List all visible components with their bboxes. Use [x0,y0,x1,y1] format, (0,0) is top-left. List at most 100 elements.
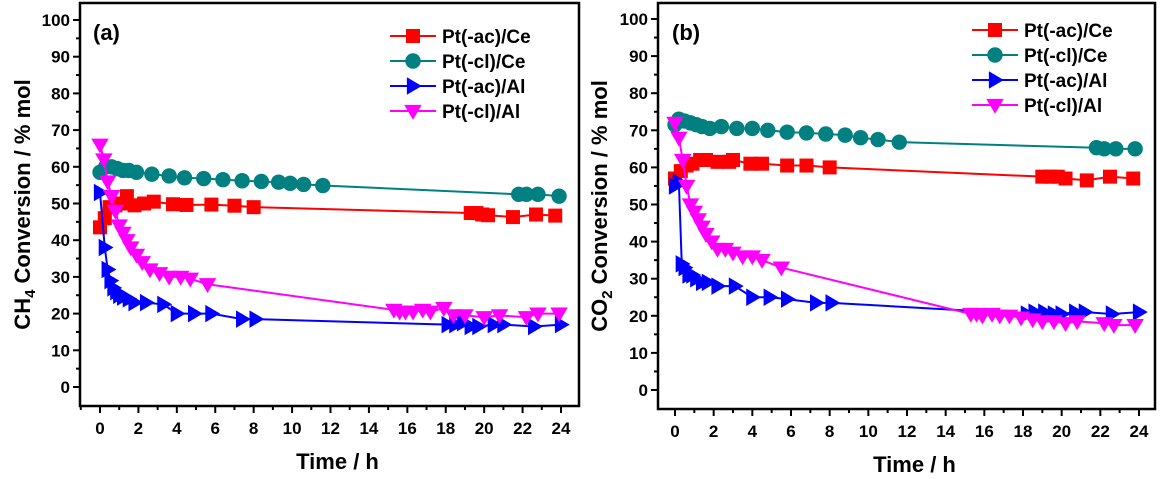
x-tick-label-b: 2 [709,422,718,441]
y-tick-label-b: 50 [629,196,648,215]
data-point [744,120,761,137]
data-point [673,153,692,169]
y-axis-title-b: CO2 Conversion / % mol [587,80,616,332]
data-point [106,204,125,220]
x-tick-label-a: 18 [436,419,455,438]
data-point [822,160,837,175]
data-point [810,294,825,312]
data-point [282,175,298,192]
series-a-pt-cl-al [91,138,568,327]
y-tick-label-a: 60 [51,158,70,177]
legend-item: Pt(-ac)/Al [390,77,525,98]
series-line [674,179,1140,315]
y-tick-label-a: 10 [51,341,70,360]
data-point [102,190,121,205]
data-point [1127,141,1143,157]
series-a-pt-ac-al [93,183,570,336]
data-point [825,294,841,312]
data-point [157,295,173,314]
data-point [728,277,744,295]
data-point [666,116,684,132]
y-axis-title-a-sub: 4 [22,289,39,298]
x-tick-label-a: 14 [359,419,378,438]
data-point [1058,171,1073,186]
data-point [234,173,250,189]
data-point [711,277,727,295]
data-point [1126,318,1144,334]
y-tick-label-a: 80 [51,84,70,103]
data-point [128,293,144,312]
legend-label: Pt(-ac)/Al [442,77,525,98]
data-point [93,183,109,202]
data-point [760,122,776,138]
data-point [729,120,745,137]
y-tick-label-b: 60 [629,158,648,177]
data-point [530,186,546,203]
y-tick-label-a: 70 [51,121,70,140]
series-a-pt-cl-ce [92,159,567,204]
data-point [870,131,886,148]
y-tick-label-b: 10 [629,344,648,363]
data-point [98,238,114,257]
data-point [743,156,758,171]
data-point [246,200,261,215]
data-point [95,153,113,169]
y-axis-title-b-pre: CO [587,299,612,332]
y-tick-label-b: 0 [639,381,648,400]
data-point [1033,315,1052,331]
legend-marker [405,53,421,69]
data-point [128,164,145,181]
data-point [1103,169,1117,184]
x-tick-label-a: 24 [552,419,571,438]
data-point [505,210,520,225]
data-point [441,315,457,334]
data-point [295,176,312,193]
x-axis-title-a: Time / h [296,449,379,474]
data-point [464,317,480,336]
x-tick-label-a: 0 [95,419,104,438]
y-tick-label-a: 30 [51,268,70,287]
data-point [170,304,186,323]
x-tick-label-b: 18 [1014,422,1033,441]
data-point [550,307,568,323]
x-tick-label-a: 6 [211,419,220,438]
data-point [139,293,155,312]
y-tick-label-a: 90 [51,48,70,67]
legend-marker [404,104,422,120]
y-tick-label-b: 90 [629,47,648,66]
x-axis-title-b: Time / h [873,452,956,477]
data-point [726,152,740,167]
data-point [891,134,907,150]
data-point [517,311,536,327]
data-point [227,198,242,213]
x-tick-label-b: 16 [975,422,994,441]
data-point [779,124,795,140]
x-tick-label-b: 10 [859,422,878,441]
data-point [713,118,730,135]
data-point [798,125,815,141]
data-point [176,170,193,186]
data-point [781,290,796,308]
y-tick-label-a: 20 [51,305,70,324]
data-point [518,186,535,203]
data-point [91,138,109,154]
panel-label-a: (a) [93,20,120,45]
data-point [551,188,567,204]
data-point [701,273,717,292]
legend-marker [988,71,1004,89]
x-tick-label-b: 20 [1052,422,1071,441]
data-point [678,258,694,277]
legend-item: Pt(-ac)/Ce [972,21,1113,42]
y-axis-title-b-post: Conversion / % mol [587,80,612,290]
series-b-pt-ac-ce [668,152,1141,188]
series-line [674,122,1136,327]
legend-label: Pt(-ac)/Ce [442,27,531,48]
x-tick-label-b: 4 [748,422,758,441]
data-point [215,171,231,188]
data-point [529,307,547,323]
y-tick-label-b: 30 [629,270,648,289]
x-tick-label-a: 4 [172,419,182,438]
panel-label-b: (b) [672,20,700,45]
data-point [249,310,265,328]
